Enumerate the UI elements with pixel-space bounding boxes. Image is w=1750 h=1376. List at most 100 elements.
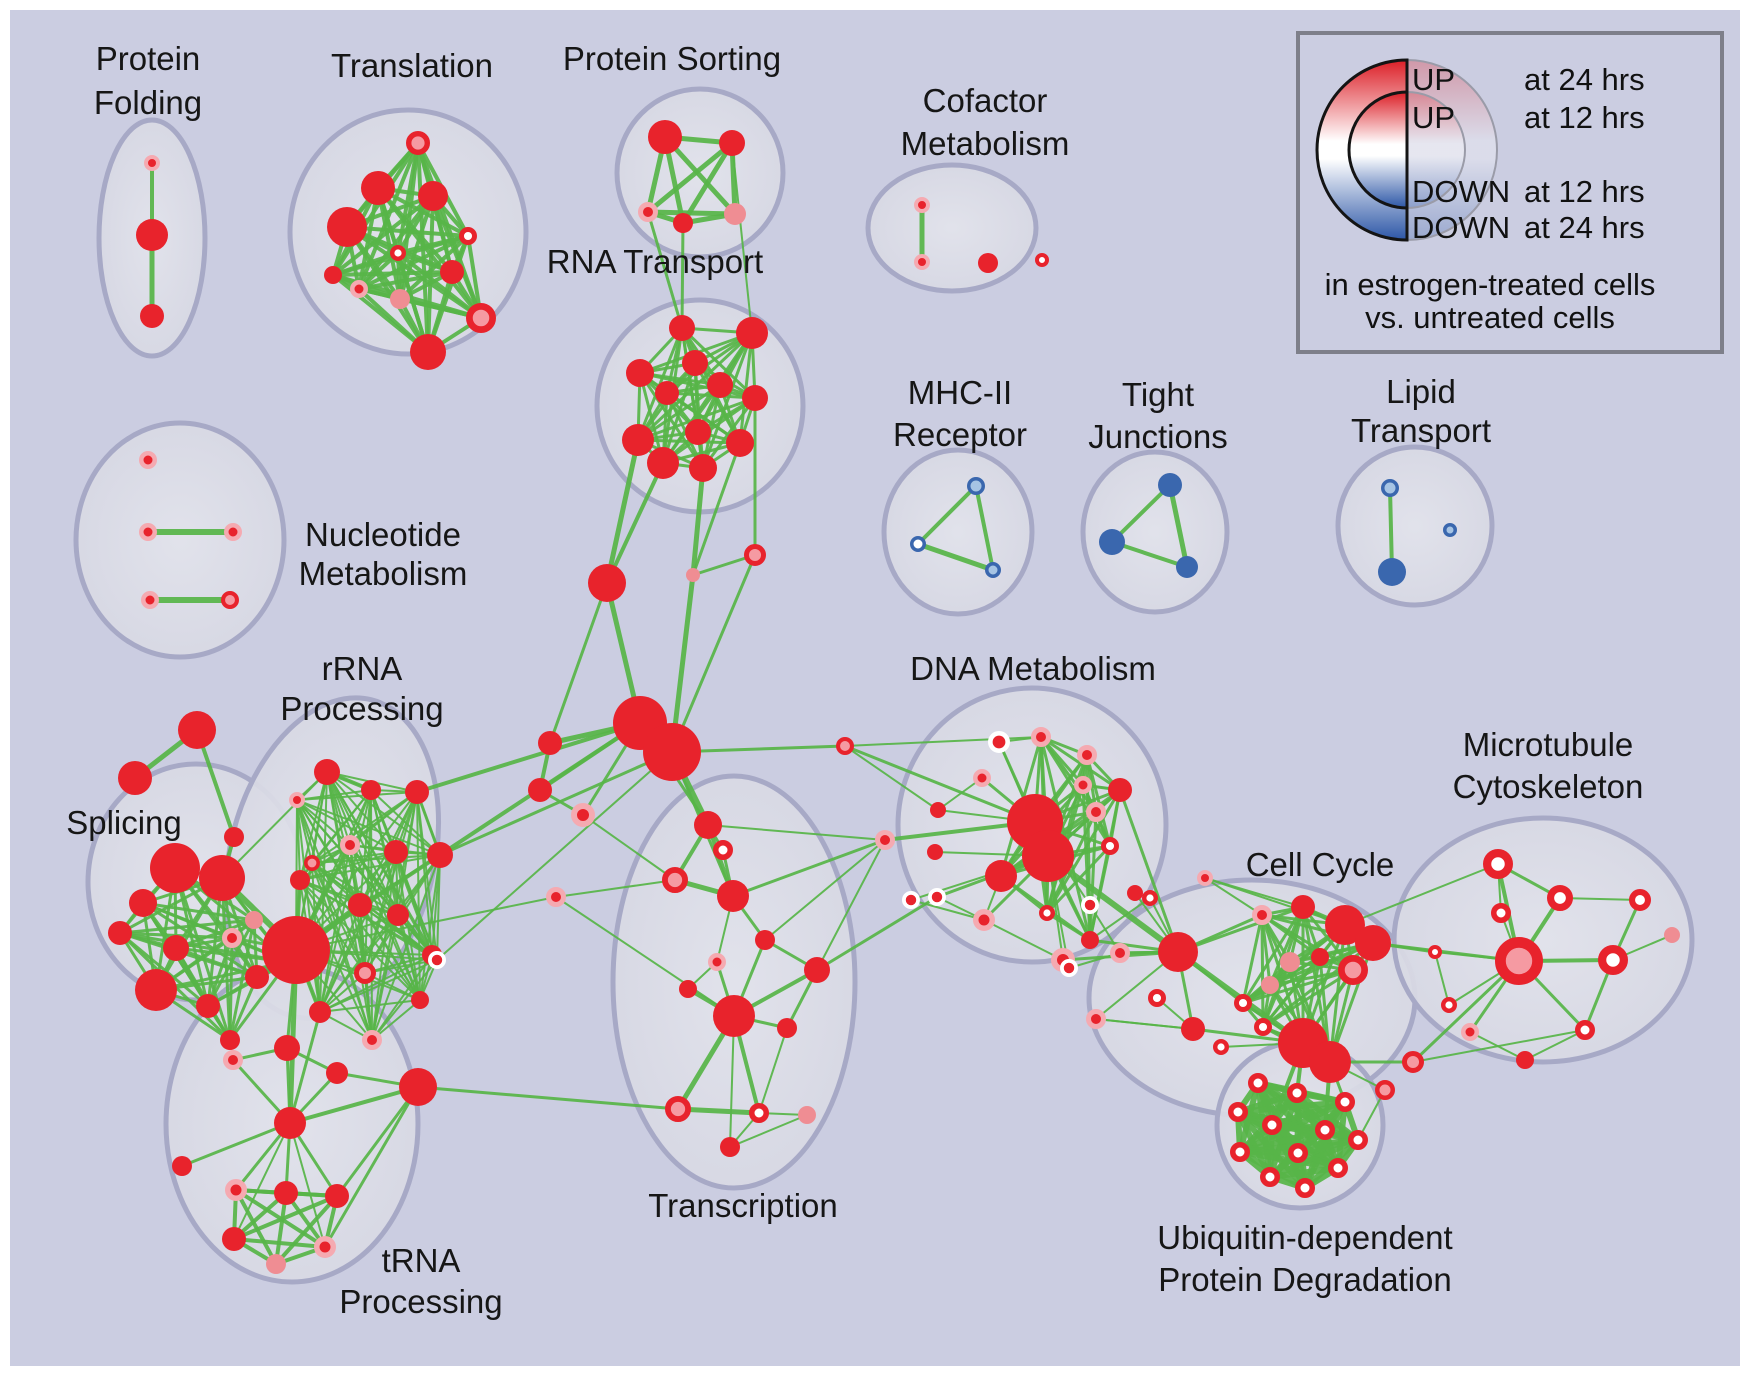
network-node xyxy=(1288,1143,1308,1163)
network-node xyxy=(648,120,682,154)
network-node xyxy=(1108,778,1132,802)
network-edge xyxy=(731,838,887,898)
node-layer xyxy=(108,120,1680,1274)
cluster-label-protein-sorting: Protein Sorting xyxy=(563,40,781,77)
network-node xyxy=(141,591,159,609)
cluster-label-tight-junctions: Tight xyxy=(1122,376,1194,413)
network-node xyxy=(440,260,464,284)
network-edge xyxy=(1176,905,1305,954)
legend-wheel-inner xyxy=(1347,90,1409,210)
network-node xyxy=(713,840,733,860)
network-node xyxy=(325,1184,349,1208)
network-node xyxy=(140,304,164,328)
network-node xyxy=(664,1096,691,1123)
network-node xyxy=(390,289,410,309)
cluster-ellipse-lipid-transport xyxy=(1335,444,1495,608)
network-node xyxy=(720,1137,740,1157)
network-edge xyxy=(1411,959,1521,1064)
network-node xyxy=(1378,558,1406,586)
network-node xyxy=(1022,830,1074,882)
network-node xyxy=(348,893,372,917)
network-edge xyxy=(299,854,441,881)
network-node xyxy=(902,891,921,910)
network-node xyxy=(1228,1102,1248,1122)
network-node xyxy=(1086,1009,1106,1029)
network-edge xyxy=(173,866,232,1042)
network-node xyxy=(1443,523,1457,537)
network-node xyxy=(1038,905,1055,922)
network-edge xyxy=(349,844,438,961)
network-node xyxy=(459,227,478,246)
network-edge xyxy=(364,959,438,974)
network-node xyxy=(643,723,701,781)
network-node xyxy=(914,197,930,213)
network-node xyxy=(384,840,408,864)
network-edge xyxy=(1469,1031,1526,1061)
network-edge xyxy=(816,839,886,971)
network-edge xyxy=(299,879,399,916)
network-node xyxy=(1100,836,1119,855)
cluster-label-rna-transport: RNA Transport xyxy=(547,243,763,280)
cluster-label-mhc-ii-receptor: Receptor xyxy=(893,416,1027,453)
network-node xyxy=(427,842,453,868)
network-edge xyxy=(1045,788,1122,915)
network-node xyxy=(399,1068,437,1106)
network-edge xyxy=(915,541,996,573)
network-edge xyxy=(335,1085,420,1198)
network-edge xyxy=(1118,788,1180,954)
network-node xyxy=(743,543,766,566)
network-node xyxy=(326,1062,348,1084)
cluster-label-trna-processing: tRNA xyxy=(382,1242,461,1279)
network-edge xyxy=(296,799,441,856)
network-node xyxy=(1086,802,1106,822)
network-node xyxy=(118,761,152,795)
network-node xyxy=(406,130,431,155)
cluster-ellipse-nucleotide-metabolism xyxy=(73,420,287,660)
network-edge xyxy=(296,799,301,881)
network-edge xyxy=(843,744,1037,824)
network-node xyxy=(973,769,991,787)
network-edge xyxy=(1434,951,1450,1006)
network-edge xyxy=(1241,968,1355,1005)
network-edge xyxy=(974,484,995,572)
network-edge xyxy=(764,839,886,941)
network-node xyxy=(274,1107,306,1139)
cluster-ellipse-mhc-ii-receptor xyxy=(881,447,1035,617)
network-edge xyxy=(758,1027,788,1114)
network-node xyxy=(978,253,998,273)
network-edge xyxy=(415,721,642,794)
network-node xyxy=(1252,905,1272,925)
network-edge xyxy=(665,391,757,400)
cluster-ellipse-cofactor-metabolism xyxy=(865,162,1039,294)
network-edge xyxy=(910,899,985,921)
network-edge xyxy=(331,251,400,277)
network-node xyxy=(139,523,157,541)
network-edge xyxy=(701,396,757,470)
network-node xyxy=(1260,1167,1280,1187)
network-edge xyxy=(364,914,399,974)
network-edge xyxy=(174,918,256,950)
network-edge xyxy=(1039,735,1085,787)
network-edge xyxy=(436,751,673,961)
network-node xyxy=(199,855,245,901)
network-edge xyxy=(154,960,290,992)
network-node xyxy=(1440,997,1457,1014)
network-node xyxy=(967,477,985,495)
cluster-label-microtubule-cytoskeleton: Microtubule xyxy=(1463,726,1634,763)
cluster-ellipse-microtubule-cytoskeleton xyxy=(1391,815,1695,1065)
network-edge xyxy=(1045,853,1181,955)
network-node xyxy=(222,1227,246,1251)
network-node xyxy=(546,887,566,907)
legend-wheel-inner-faded xyxy=(1406,90,1466,210)
network-node xyxy=(749,1103,769,1123)
legend-time-label: at 12 hrs xyxy=(1524,100,1645,135)
network-node xyxy=(777,1018,797,1038)
network-node xyxy=(136,219,168,251)
network-edge xyxy=(738,331,754,445)
network-edge xyxy=(680,221,685,330)
network-edge xyxy=(288,1085,420,1125)
network-edge xyxy=(1524,1029,1586,1061)
network-node xyxy=(1060,959,1079,978)
network-edge xyxy=(371,954,433,1041)
network-edge xyxy=(180,1121,292,1168)
